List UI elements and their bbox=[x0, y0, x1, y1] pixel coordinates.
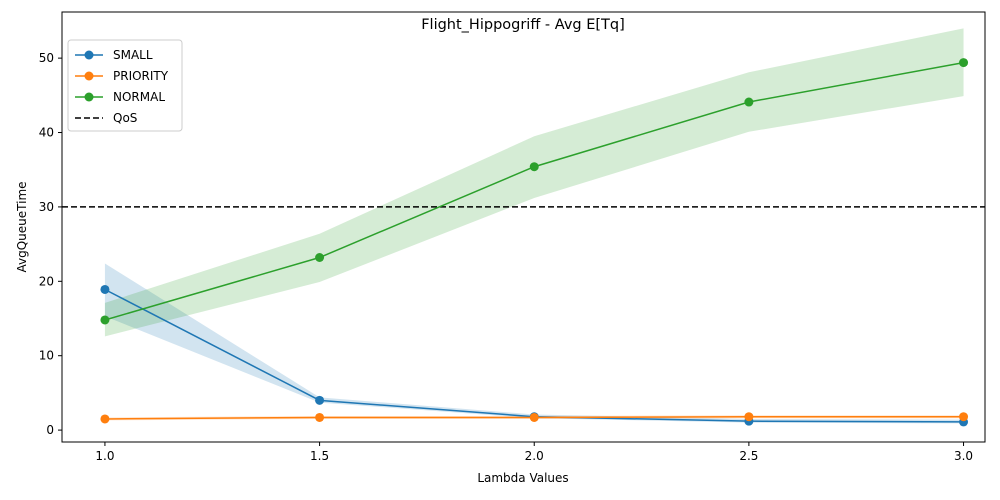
point-small-0 bbox=[100, 284, 110, 294]
x-axis-label: Lambda Values bbox=[477, 471, 568, 485]
legend-label-priority: PRIORITY bbox=[113, 69, 169, 83]
chart-title: Flight_Hippogriff - Avg E[Tq] bbox=[421, 17, 625, 33]
y-tick-label: 40 bbox=[39, 126, 54, 140]
x-tick-label: 1.5 bbox=[310, 449, 329, 463]
point-normal-3 bbox=[744, 97, 754, 107]
point-priority-0 bbox=[100, 414, 110, 424]
legend-marker-normal bbox=[84, 92, 94, 102]
series-lines bbox=[100, 58, 969, 427]
point-priority-2 bbox=[529, 412, 539, 422]
point-priority-3 bbox=[744, 412, 754, 422]
legend-label-normal: NORMAL bbox=[113, 90, 165, 104]
plot-frame bbox=[61, 11, 986, 443]
legend-box bbox=[67, 39, 183, 132]
y-axis-ticks: 0 10 20 30 40 50 bbox=[39, 51, 62, 437]
y-tick-label: 50 bbox=[39, 51, 54, 65]
point-small-1 bbox=[315, 395, 325, 405]
x-tick-label: 2.5 bbox=[739, 449, 758, 463]
legend-marker-priority bbox=[84, 71, 94, 81]
series-line-small bbox=[104, 288, 964, 423]
legend: SMALL PRIORITY NORMAL QoS bbox=[67, 39, 183, 132]
legend-label-small: SMALL bbox=[113, 48, 153, 62]
x-axis-ticks: 1.0 1.5 2.0 2.5 3.0 bbox=[95, 442, 973, 463]
x-tick-label: 2.0 bbox=[525, 449, 544, 463]
confidence-bands bbox=[104, 28, 964, 424]
legend-marker-small bbox=[84, 50, 94, 60]
point-priority-4 bbox=[959, 412, 969, 422]
y-axis-label: AvgQueueTime bbox=[15, 181, 29, 272]
y-tick-label: 30 bbox=[39, 200, 54, 214]
x-tick-label: 1.0 bbox=[95, 449, 114, 463]
point-normal-0 bbox=[100, 315, 110, 325]
point-normal-4 bbox=[959, 58, 969, 68]
y-tick-label: 20 bbox=[39, 274, 54, 288]
band-normal bbox=[104, 28, 964, 337]
point-normal-1 bbox=[315, 253, 325, 263]
y-tick-label: 10 bbox=[39, 349, 54, 363]
legend-label-qos: QoS bbox=[113, 111, 137, 125]
x-tick-label: 3.0 bbox=[954, 449, 973, 463]
point-priority-1 bbox=[315, 412, 325, 422]
y-tick-label: 0 bbox=[46, 423, 54, 437]
point-normal-2 bbox=[529, 162, 539, 172]
